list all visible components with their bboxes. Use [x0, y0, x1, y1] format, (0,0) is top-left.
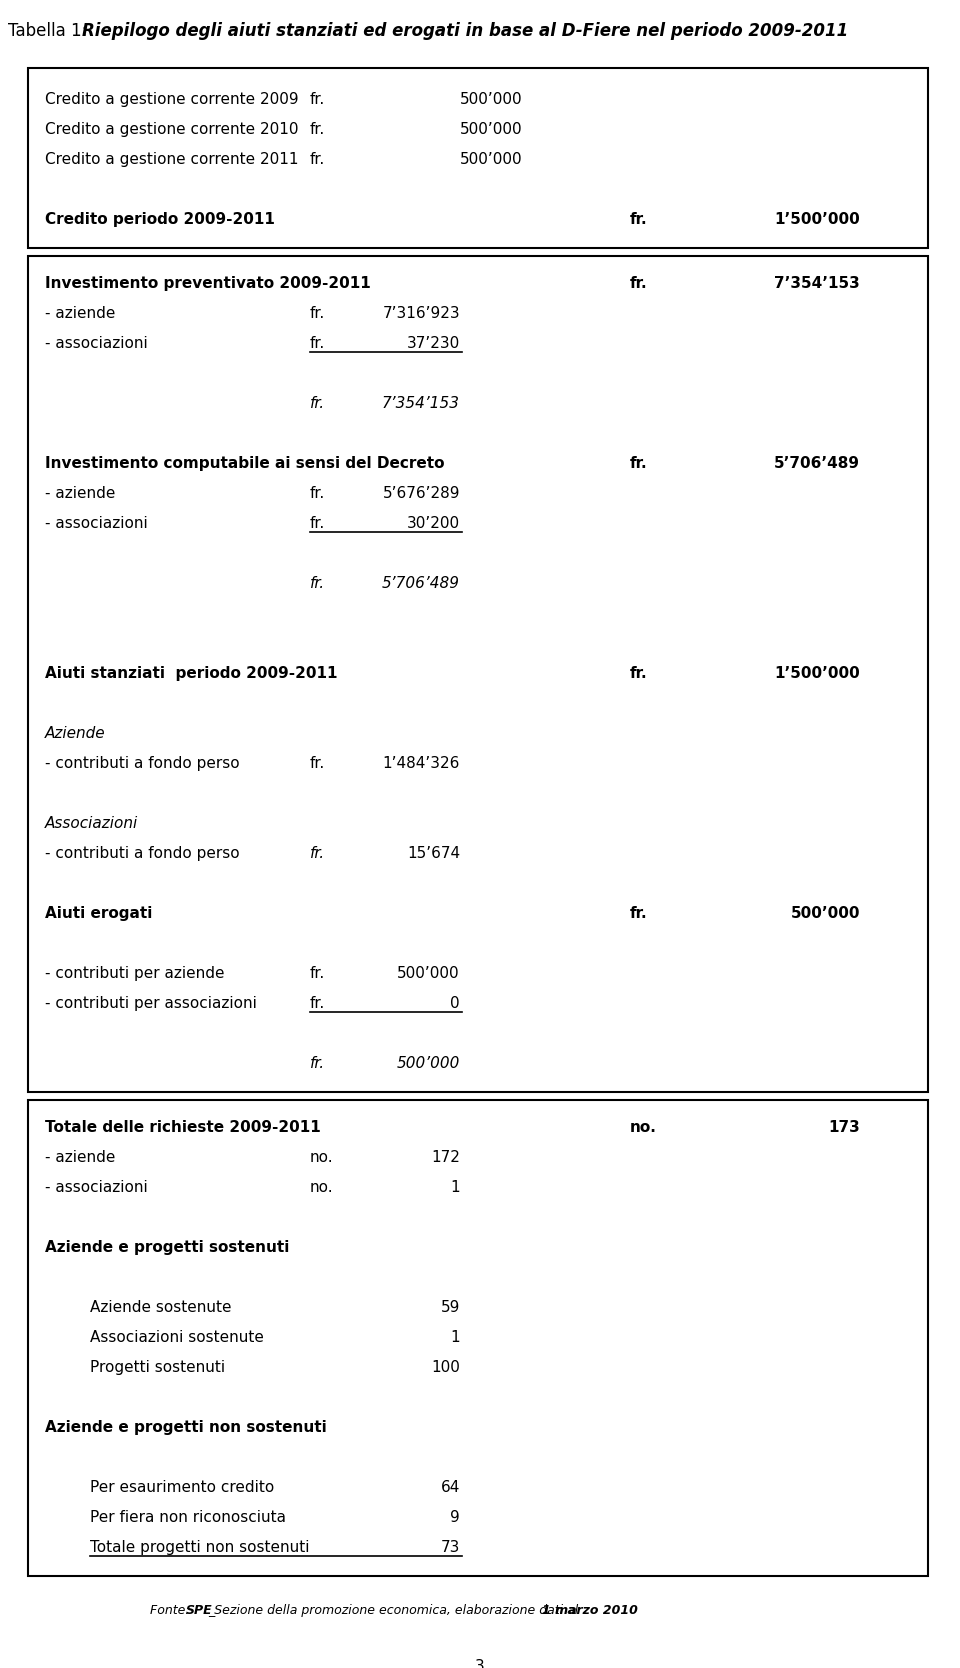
Text: 7’354’153: 7’354’153 — [775, 275, 860, 290]
Text: Aiuti stanziati  periodo 2009-2011: Aiuti stanziati periodo 2009-2011 — [45, 666, 338, 681]
Text: Progetti sostenuti: Progetti sostenuti — [90, 1359, 226, 1374]
Text: Associazioni: Associazioni — [45, 816, 138, 831]
Text: 7’354’153: 7’354’153 — [382, 395, 460, 410]
Text: fr.: fr. — [310, 996, 325, 1011]
Text: 7’316’923: 7’316’923 — [382, 305, 460, 320]
Text: 5’706’489: 5’706’489 — [774, 455, 860, 470]
Text: fr.: fr. — [630, 906, 648, 921]
Text: Associazioni sostenute: Associazioni sostenute — [90, 1329, 264, 1344]
Text: Riepilogo degli aiuti stanziati ed erogati in base al D-Fiere nel periodo 2009-2: Riepilogo degli aiuti stanziati ed eroga… — [82, 22, 849, 40]
Text: _Sezione della promozione economica, elaborazione dati al: _Sezione della promozione economica, ela… — [208, 1605, 583, 1616]
Text: 1: 1 — [450, 1179, 460, 1194]
Text: 173: 173 — [828, 1119, 860, 1134]
Text: fr.: fr. — [310, 335, 325, 350]
Text: fr.: fr. — [630, 455, 648, 470]
Text: Aziende e progetti sostenuti: Aziende e progetti sostenuti — [45, 1239, 289, 1254]
Text: fr.: fr. — [310, 575, 325, 590]
Text: Per esaurimento credito: Per esaurimento credito — [90, 1480, 275, 1495]
Text: fr.: fr. — [310, 846, 325, 861]
Text: 64: 64 — [441, 1480, 460, 1495]
Text: - aziende: - aziende — [45, 1149, 115, 1164]
Text: 1: 1 — [450, 1329, 460, 1344]
Text: 1 marzo 2010: 1 marzo 2010 — [542, 1605, 637, 1616]
Bar — [28, 1099, 928, 1576]
Text: Investimento computabile ai sensi del Decreto: Investimento computabile ai sensi del De… — [45, 455, 444, 470]
Text: SPE: SPE — [186, 1605, 212, 1616]
Text: 73: 73 — [441, 1540, 460, 1555]
Bar — [28, 68, 928, 249]
Text: - associazioni: - associazioni — [45, 1179, 148, 1194]
Text: fr.: fr. — [310, 305, 325, 320]
Text: - aziende: - aziende — [45, 485, 115, 500]
Text: 37’230: 37’230 — [407, 335, 460, 350]
Text: fr.: fr. — [630, 275, 648, 290]
Text: - associazioni: - associazioni — [45, 335, 148, 350]
Text: Aziende e progetti non sostenuti: Aziende e progetti non sostenuti — [45, 1419, 326, 1434]
Text: 5’706’489: 5’706’489 — [382, 575, 460, 590]
Text: Credito a gestione corrente 2009: Credito a gestione corrente 2009 — [45, 92, 299, 107]
Text: Tabella 1:: Tabella 1: — [8, 22, 87, 40]
Text: - contributi per associazioni: - contributi per associazioni — [45, 996, 257, 1011]
Text: Credito a gestione corrente 2010: Credito a gestione corrente 2010 — [45, 122, 299, 137]
Text: - associazioni: - associazioni — [45, 515, 148, 530]
Text: 30’200: 30’200 — [407, 515, 460, 530]
Text: 500’000: 500’000 — [460, 92, 522, 107]
Text: fr.: fr. — [630, 666, 648, 681]
Text: fr.: fr. — [310, 92, 325, 107]
Text: 500’000: 500’000 — [460, 122, 522, 137]
Text: - contributi per aziende: - contributi per aziende — [45, 966, 225, 981]
Text: 1’484’326: 1’484’326 — [383, 756, 460, 771]
Text: Per fiera non riconosciuta: Per fiera non riconosciuta — [90, 1510, 286, 1525]
Text: fr.: fr. — [310, 485, 325, 500]
Text: Aziende: Aziende — [45, 726, 106, 741]
Text: fr.: fr. — [310, 395, 325, 410]
Text: fr.: fr. — [310, 1056, 325, 1071]
Text: 500’000: 500’000 — [460, 152, 522, 167]
Text: - contributi a fondo perso: - contributi a fondo perso — [45, 846, 240, 861]
Text: no.: no. — [630, 1119, 657, 1134]
Text: - contributi a fondo perso: - contributi a fondo perso — [45, 756, 240, 771]
Text: no.: no. — [310, 1149, 334, 1164]
Text: 172: 172 — [431, 1149, 460, 1164]
Text: 15’674: 15’674 — [407, 846, 460, 861]
Text: fr.: fr. — [630, 212, 648, 227]
Text: fr.: fr. — [310, 756, 325, 771]
Text: Totale progetti non sostenuti: Totale progetti non sostenuti — [90, 1540, 309, 1555]
Text: 100: 100 — [431, 1359, 460, 1374]
Text: 1’500’000: 1’500’000 — [775, 666, 860, 681]
Text: 1’500’000: 1’500’000 — [775, 212, 860, 227]
Text: 3: 3 — [475, 1660, 485, 1668]
Text: Credito periodo 2009-2011: Credito periodo 2009-2011 — [45, 212, 275, 227]
Text: 5’676’289: 5’676’289 — [382, 485, 460, 500]
Bar — [28, 255, 928, 1093]
Text: 9: 9 — [450, 1510, 460, 1525]
Text: Aziende sostenute: Aziende sostenute — [90, 1299, 231, 1314]
Text: fr.: fr. — [310, 122, 325, 137]
Text: Aiuti erogati: Aiuti erogati — [45, 906, 153, 921]
Text: fr.: fr. — [310, 515, 325, 530]
Text: Credito a gestione corrente 2011: Credito a gestione corrente 2011 — [45, 152, 299, 167]
Text: 0: 0 — [450, 996, 460, 1011]
Text: Fonte:: Fonte: — [150, 1605, 194, 1616]
Text: - aziende: - aziende — [45, 305, 115, 320]
Text: no.: no. — [310, 1179, 334, 1194]
Text: 59: 59 — [441, 1299, 460, 1314]
Text: Investimento preventivato 2009-2011: Investimento preventivato 2009-2011 — [45, 275, 371, 290]
Text: 500’000: 500’000 — [396, 1056, 460, 1071]
Text: 500’000: 500’000 — [790, 906, 860, 921]
Text: 500’000: 500’000 — [397, 966, 460, 981]
Text: fr.: fr. — [310, 152, 325, 167]
Text: fr.: fr. — [310, 966, 325, 981]
Text: Totale delle richieste 2009-2011: Totale delle richieste 2009-2011 — [45, 1119, 321, 1134]
